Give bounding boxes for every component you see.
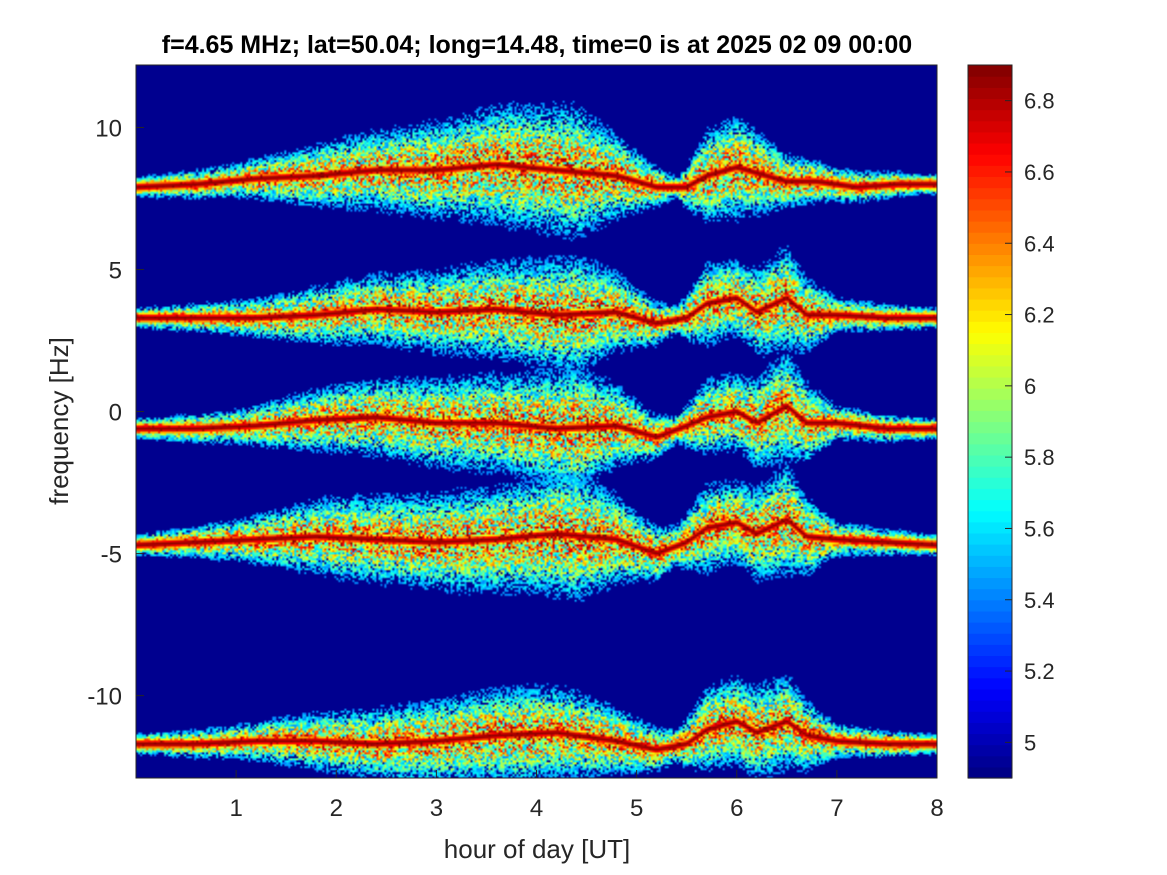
colorbar-segment [968, 510, 1012, 523]
colorbar-segment [968, 220, 1012, 233]
heatmap-image [136, 65, 937, 778]
colorbar-segment [968, 432, 1012, 445]
colorbar-segment [968, 677, 1012, 690]
colorbar-segment [968, 700, 1012, 712]
x-axis: 1 2 3 4 5 6 7 8 [229, 770, 944, 822]
colorbar-segment [968, 287, 1012, 300]
colorbar-segment [968, 532, 1012, 545]
colorbar-segment [968, 243, 1012, 255]
y-axis-label: frequency [Hz] [44, 337, 74, 505]
colorbar-segment [968, 599, 1012, 612]
y-axis: -10 -5 0 5 10 [87, 115, 144, 711]
colorbar-tick-label: 6.4 [1024, 231, 1055, 256]
colorbar-segment [968, 154, 1012, 166]
x-tick-label: 2 [330, 795, 343, 822]
colorbar-segment [968, 555, 1012, 567]
colorbar-segment [968, 566, 1012, 579]
colorbar-frame [967, 64, 1013, 779]
colorbar-segment [968, 622, 1012, 634]
colorbar-segment [968, 254, 1012, 267]
colorbar-segment [968, 109, 1012, 122]
colorbar-segment [968, 365, 1012, 378]
x-tick-label: 1 [229, 795, 242, 822]
colorbar-segment [968, 388, 1012, 400]
chart-title: f=4.65 MHz; lat=50.04; long=14.48, time=… [162, 31, 912, 59]
colorbar-segment [968, 544, 1012, 556]
colorbar [968, 65, 1012, 779]
colorbar-segment [968, 421, 1012, 434]
x-tick-label: 3 [430, 795, 443, 822]
colorbar-segment [968, 321, 1012, 333]
colorbar-tick-label: 5.6 [1024, 516, 1055, 541]
x-tick-label: 5 [630, 795, 643, 822]
colorbar-segment [968, 688, 1012, 701]
plot-area [136, 65, 937, 778]
colorbar-tick-label: 6.6 [1024, 160, 1055, 185]
colorbar-segment [968, 87, 1012, 100]
colorbar-segment [968, 610, 1012, 623]
colorbar-segment [968, 120, 1012, 133]
colorbar-segment [968, 410, 1012, 423]
colorbar-segment [968, 310, 1012, 322]
colorbar-tick-label: 5 [1024, 730, 1036, 755]
colorbar-tick-label: 5.2 [1024, 659, 1055, 684]
colorbar-segment [968, 755, 1012, 768]
x-axis-label: hour of day [UT] [444, 834, 630, 864]
x-tick-label: 4 [530, 795, 543, 822]
colorbar-segment [968, 633, 1012, 645]
colorbar-segment [968, 65, 1012, 77]
colorbar-segment [968, 176, 1012, 189]
y-tick-label: 5 [109, 258, 122, 285]
colorbar-segment [968, 399, 1012, 411]
colorbar-segment [968, 332, 1012, 345]
y-tick-label: -10 [87, 684, 122, 711]
colorbar-segment [968, 265, 1012, 278]
colorbar-segment [968, 644, 1012, 657]
colorbar-segment [968, 454, 1012, 467]
colorbar-axis: 5 5.2 5.4 5.6 5.8 6 6.2 6.4 6.6 6.8 [1005, 89, 1055, 755]
colorbar-segment [968, 376, 1012, 389]
colorbar-segment [968, 298, 1012, 311]
colorbar-segment [968, 499, 1012, 512]
colorbar-segment [968, 343, 1012, 356]
colorbar-tick-label: 6.8 [1024, 89, 1055, 114]
colorbar-segment [968, 744, 1012, 757]
colorbar-segment [968, 588, 1012, 601]
colorbar-segment [968, 655, 1012, 668]
colorbar-segment [968, 443, 1012, 456]
colorbar-segment [968, 722, 1012, 735]
colorbar-segment [968, 142, 1012, 155]
colorbar-segment [968, 477, 1012, 489]
colorbar-tick-label: 5.8 [1024, 445, 1055, 470]
colorbar-segment [968, 733, 1012, 746]
x-tick-label: 8 [930, 795, 943, 822]
colorbar-segment [968, 766, 1012, 779]
colorbar-segment [968, 187, 1012, 200]
colorbar-segment [968, 666, 1012, 679]
colorbar-segment [968, 354, 1012, 367]
y-tick-label: 0 [109, 400, 122, 427]
y-tick-label: -5 [101, 542, 122, 569]
colorbar-segment [968, 577, 1012, 590]
colorbar-segment [968, 488, 1012, 501]
colorbar-tick-label: 6.2 [1024, 303, 1055, 328]
colorbar-tick-label: 5.4 [1024, 588, 1055, 613]
colorbar-segment [968, 165, 1012, 178]
x-tick-label: 6 [730, 795, 743, 822]
colorbar-segment [968, 198, 1012, 211]
colorbar-segment [968, 711, 1012, 723]
colorbar-segment [968, 466, 1012, 478]
colorbar-segment [968, 76, 1012, 88]
colorbar-tick-label: 6 [1024, 374, 1036, 399]
colorbar-segment [968, 98, 1012, 111]
colorbar-segment [968, 521, 1012, 534]
colorbar-segment [968, 232, 1012, 244]
colorbar-segment [968, 276, 1012, 289]
colorbar-segment [968, 131, 1012, 144]
x-tick-label: 7 [830, 795, 843, 822]
colorbar-segment [968, 209, 1012, 222]
y-tick-label: 10 [95, 115, 122, 142]
